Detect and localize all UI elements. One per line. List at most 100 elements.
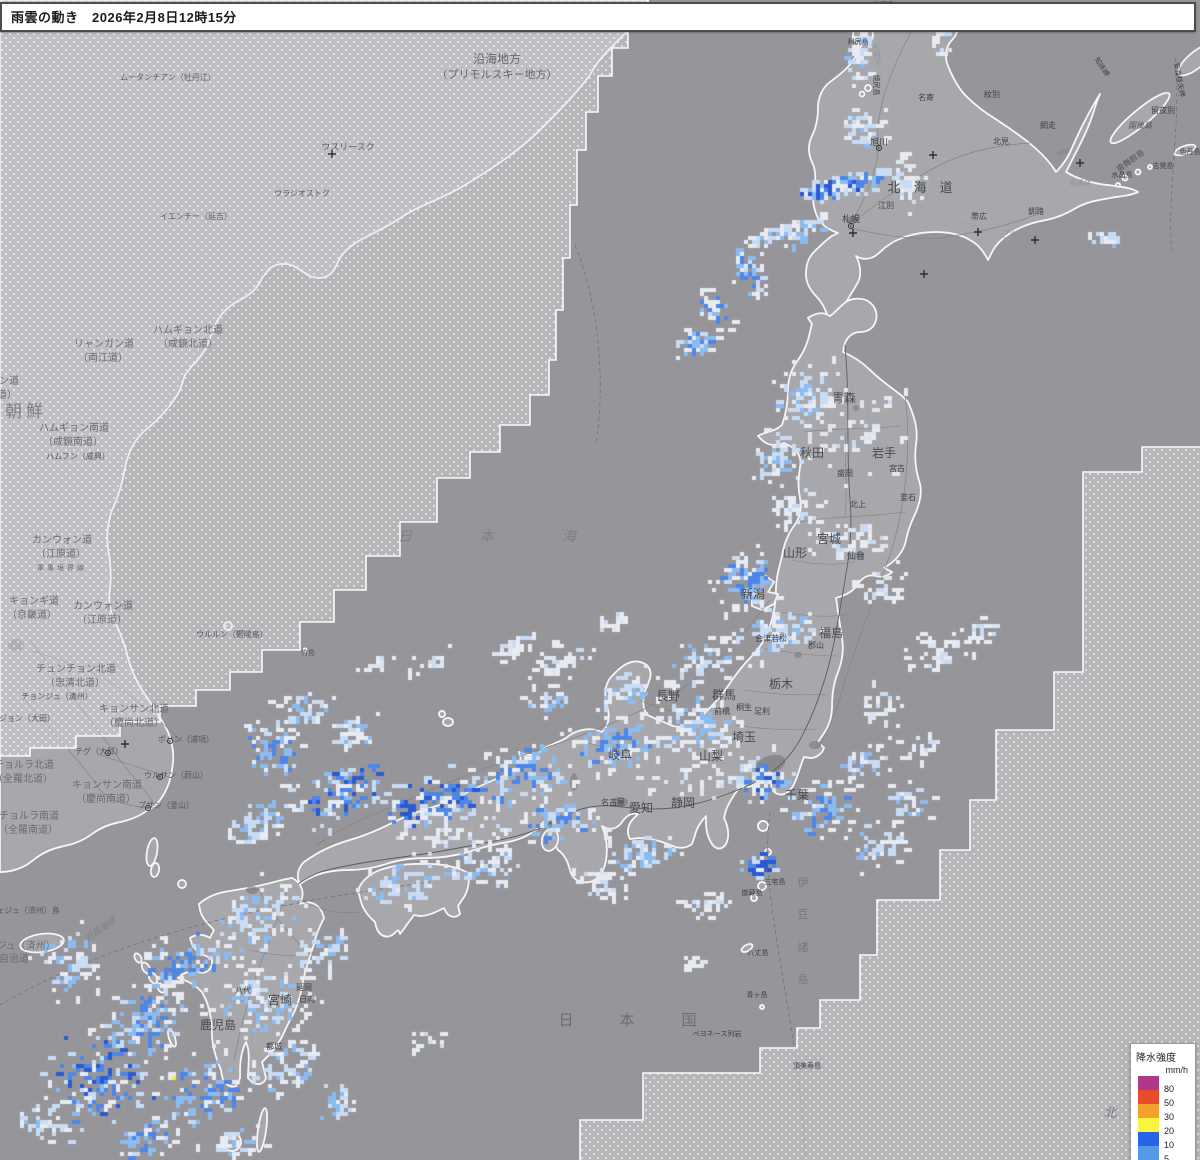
- radar-range-boundary: [579, 446, 1200, 1160]
- map-label: 札幌: [842, 213, 860, 224]
- map-label: 足利: [754, 706, 770, 716]
- map-label: （慶尚北道）: [104, 716, 164, 729]
- map-label: カンウォン道: [73, 599, 133, 612]
- map-label: 知床岬: [1093, 55, 1112, 78]
- map-label: チョルラ北道: [0, 758, 54, 771]
- legend-row: 80: [1138, 1076, 1195, 1094]
- airport-icon: [121, 740, 129, 748]
- map-label: 国: [681, 1012, 696, 1029]
- legend-value: 10: [1164, 1140, 1175, 1150]
- map-label: テグ（大邱）: [75, 746, 123, 756]
- map-label: 栃木: [769, 677, 793, 691]
- legend-value: 50: [1164, 1098, 1175, 1108]
- map-label: 岩手: [872, 445, 896, 460]
- map-label: キョンギ道: [9, 594, 59, 607]
- map-symbols: [105, 145, 1084, 811]
- legend-row: 10: [1138, 1132, 1195, 1150]
- city-marker-icon: [850, 225, 852, 227]
- map-label: 本: [619, 1012, 634, 1029]
- city-marker-icon: [878, 147, 880, 149]
- airport-icon: [929, 151, 937, 159]
- map-label: 国後島: [1128, 121, 1153, 130]
- legend-unit: mm/h: [1165, 1065, 1189, 1075]
- map-label: 山形: [783, 546, 807, 560]
- map-label: 十勝川: [1003, 226, 1026, 243]
- city-marker-icon: [167, 738, 173, 744]
- map-label: （全羅南道）: [0, 823, 58, 836]
- airport-icon: [849, 229, 857, 237]
- map-label: ウルサン（蔚山）: [144, 770, 208, 780]
- map-label: 須美寿島: [793, 1061, 821, 1070]
- map-label: 海: [562, 528, 578, 544]
- map-label: 三宅島: [765, 877, 786, 886]
- map-label: 北 海 道: [887, 180, 952, 195]
- map-label: （慈江道）: [0, 388, 17, 401]
- map-label: 愛知: [629, 801, 653, 815]
- map-label: 日向: [299, 994, 315, 1004]
- map-label: チョンジュ（清州）: [21, 691, 92, 701]
- map-label: 宮崎: [268, 992, 292, 1007]
- city-marker-icon: [169, 740, 171, 742]
- legend-row: 20: [1138, 1118, 1195, 1136]
- map-label: チャガン道: [0, 374, 19, 387]
- map-label: 群馬: [712, 688, 736, 702]
- map-label: 色丹島: [1180, 147, 1200, 156]
- legend-scale: 805030201051: [1131, 1076, 1195, 1160]
- legend-row: 50: [1138, 1090, 1195, 1108]
- map-label: （全羅北道）: [0, 772, 53, 785]
- legend-value: 80: [1164, 1084, 1175, 1094]
- radar-range-outside-northwest: [0, 0, 648, 756]
- map-label: 紋別: [984, 89, 1000, 99]
- map-label: 北: [1103, 1105, 1118, 1120]
- map-label: 桐生: [736, 702, 752, 712]
- legend-title: 降水強度: [1136, 1053, 1176, 1064]
- map-label: （慶尚南道）: [76, 792, 136, 805]
- map-label: 仙台: [847, 550, 865, 561]
- map-label: プサン（釜山）: [138, 800, 194, 810]
- map-label: 天塩川: [869, 42, 883, 65]
- map-label: 対馬海峡: [83, 915, 119, 944]
- legend-swatch: [1138, 1104, 1159, 1118]
- map-label: 江別: [878, 201, 894, 210]
- map-label: 山梨: [699, 749, 723, 763]
- map-label: （両江道）: [78, 351, 128, 364]
- map-label: 新潟: [741, 586, 765, 601]
- airport-icon: [1076, 159, 1084, 167]
- map-label: テジョン（大田）: [0, 713, 55, 723]
- map-label: 郡山: [808, 640, 824, 650]
- map-label: 北上: [850, 500, 866, 509]
- precipitation-legend: 降水強度 mm/h 805030201051: [1130, 1043, 1196, 1160]
- map-label: 延岡: [296, 982, 312, 992]
- map-label: （咸鏡北道）: [158, 337, 218, 350]
- map-label: 釧路: [1028, 206, 1044, 216]
- map-label: チェジュ（済州）島: [0, 905, 60, 915]
- map-label: 留夜別: [1151, 105, 1175, 115]
- city-marker-icon: [145, 805, 151, 811]
- map-label: 自治道: [0, 952, 29, 965]
- legend-value: 20: [1164, 1126, 1175, 1136]
- map-label: （プリモルスキー地方）: [437, 67, 558, 81]
- map-label: 伊: [798, 876, 809, 889]
- map-label: （咸鏡南道）: [43, 435, 103, 448]
- map-label: チョルラ南道: [0, 809, 59, 822]
- radar-title-bar: 雨雲の動き 2026年2月8日12時15分: [0, 2, 1196, 32]
- legend-row: 30: [1138, 1104, 1195, 1122]
- map-label: ベヨネース列岩: [693, 1029, 742, 1038]
- map-label: 静岡: [671, 796, 695, 810]
- map-label: 前橋: [714, 706, 730, 716]
- map-label: 志発島: [1153, 161, 1174, 170]
- map-label: 八丈島: [748, 948, 769, 957]
- radar-range-outside-southeast: [580, 447, 1200, 1160]
- map-label: チュンチョン北道: [36, 662, 116, 675]
- map-label: 千葉: [785, 788, 809, 802]
- map-label: ウラジオストク: [274, 189, 330, 198]
- map-label: 水晶島: [1112, 170, 1133, 179]
- city-marker-icon: [848, 223, 854, 229]
- map-label: 利尻島: [848, 37, 869, 46]
- map-label: 日: [398, 528, 413, 544]
- city-marker-icon: [147, 807, 149, 809]
- legend-swatch: [1138, 1118, 1159, 1132]
- map-label: チェジュ（済州）: [0, 939, 56, 952]
- map-label: キョンサン北道: [99, 702, 169, 715]
